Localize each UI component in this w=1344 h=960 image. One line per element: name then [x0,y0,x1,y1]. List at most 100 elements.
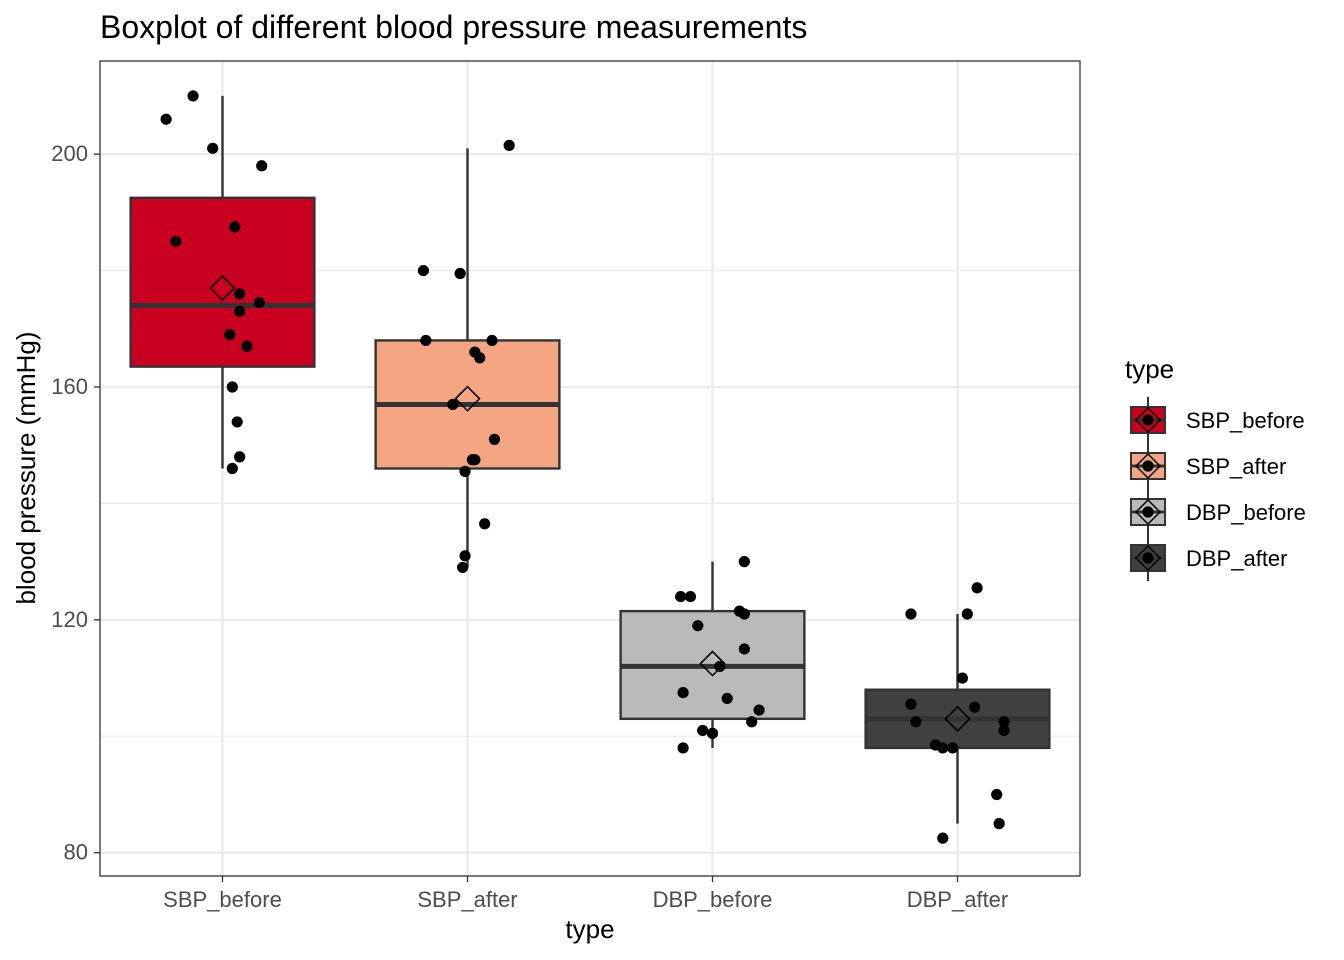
x-tick-label: DBP_after [907,887,1009,912]
data-point [937,832,949,844]
legend-label: DBP_before [1186,500,1306,525]
data-point [256,160,268,172]
legend-key-point [1142,460,1154,472]
data-point [956,672,969,684]
data-point [998,716,1010,728]
y-tick-label: 200 [51,141,88,166]
legend-label: SBP_after [1186,454,1286,479]
data-point [675,590,687,603]
data-point [488,433,501,445]
data-point [905,608,917,620]
x-axis: SBP_before SBP_after DBP_before DBP_after [163,876,1008,912]
data-point [697,724,709,737]
y-tick-label: 160 [51,374,88,399]
data-point [234,451,246,463]
box-DBP_before [619,561,806,748]
data-point [910,716,922,728]
legend-label: DBP_after [1186,546,1288,571]
data-point [226,462,238,475]
data-point [746,716,758,728]
data-points [160,90,1010,844]
data-point [684,590,697,603]
box-SBP_before [129,95,316,469]
data-point [714,660,726,673]
data-point [234,288,246,300]
chart-title: Boxplot of different blood pressure meas… [100,9,807,45]
legend-key-mean [1134,406,1162,434]
data-point [231,416,243,428]
data-point [738,643,750,655]
data-point [229,221,241,233]
legend-item-DBP_after: DBP_after [1130,535,1288,581]
legend-item-SBP_before: SBP_before [1130,397,1305,443]
legend-item-DBP_before: DBP_before [1130,489,1306,535]
legend-item-SBP_after: SBP_after [1130,443,1286,489]
legend-key-mean [1134,452,1162,480]
data-point [479,518,491,530]
data-point [969,701,981,713]
mean-markers [209,274,971,732]
data-point [224,329,236,341]
legend-items: SBP_before SBP_after DBP_before DBP_after [1130,397,1306,581]
data-point [457,561,469,574]
data-point [170,235,182,248]
data-point [998,724,1010,737]
box-DBP_after [864,614,1051,824]
y-tick-label: 80 [64,840,88,865]
panel-border [99,60,1081,877]
data-point [937,742,949,754]
legend-key-point [1142,552,1154,564]
legend-title: type [1125,354,1174,384]
data-point [160,113,172,125]
mean-marker [209,274,236,302]
y-axis: 80 120 160 200 [51,141,100,865]
legend-label: SBP_before [1186,408,1305,433]
data-point [447,398,459,411]
data-point [234,305,246,317]
data-point [971,582,983,594]
data-point [253,296,265,309]
data-point [417,264,429,277]
data-point [226,381,238,393]
x-tick-label: SBP_before [163,887,282,912]
data-point [993,818,1005,830]
data-point [207,142,219,154]
legend-key-point [1142,414,1154,426]
data-point [420,334,432,347]
data-point [905,698,917,710]
data-point [991,788,1003,801]
data-point [187,90,199,102]
data-point [474,352,486,364]
data-point [503,139,515,152]
data-point [721,692,733,705]
data-point [947,742,959,754]
data-point [738,556,750,568]
mean-marker [944,705,971,732]
y-tick-label: 120 [51,607,88,632]
mean-marker [454,385,481,412]
data-point [738,608,750,620]
legend: type SBP_before SBP_after DBP_before DBP_af… [1125,354,1306,581]
legend-key-mean [1134,498,1162,526]
data-point [677,687,689,699]
data-point [454,267,466,280]
plot-panel [99,60,1081,877]
x-axis-title: type [565,914,614,944]
data-point [753,704,765,716]
x-tick-label: DBP_before [653,887,773,912]
legend-key-point [1142,506,1154,518]
data-point [677,742,689,754]
data-point [961,608,973,620]
x-tick-label: SBP_after [417,887,517,912]
y-axis-title: blood pressure (mmHg) [11,331,41,604]
box-iqr [129,196,316,368]
data-point [466,454,478,466]
data-point [486,334,498,347]
data-point [706,727,719,739]
data-point [241,340,253,352]
data-point [459,465,471,478]
legend-key-mean [1134,544,1162,572]
boxes [129,95,1051,824]
data-point [459,550,471,562]
